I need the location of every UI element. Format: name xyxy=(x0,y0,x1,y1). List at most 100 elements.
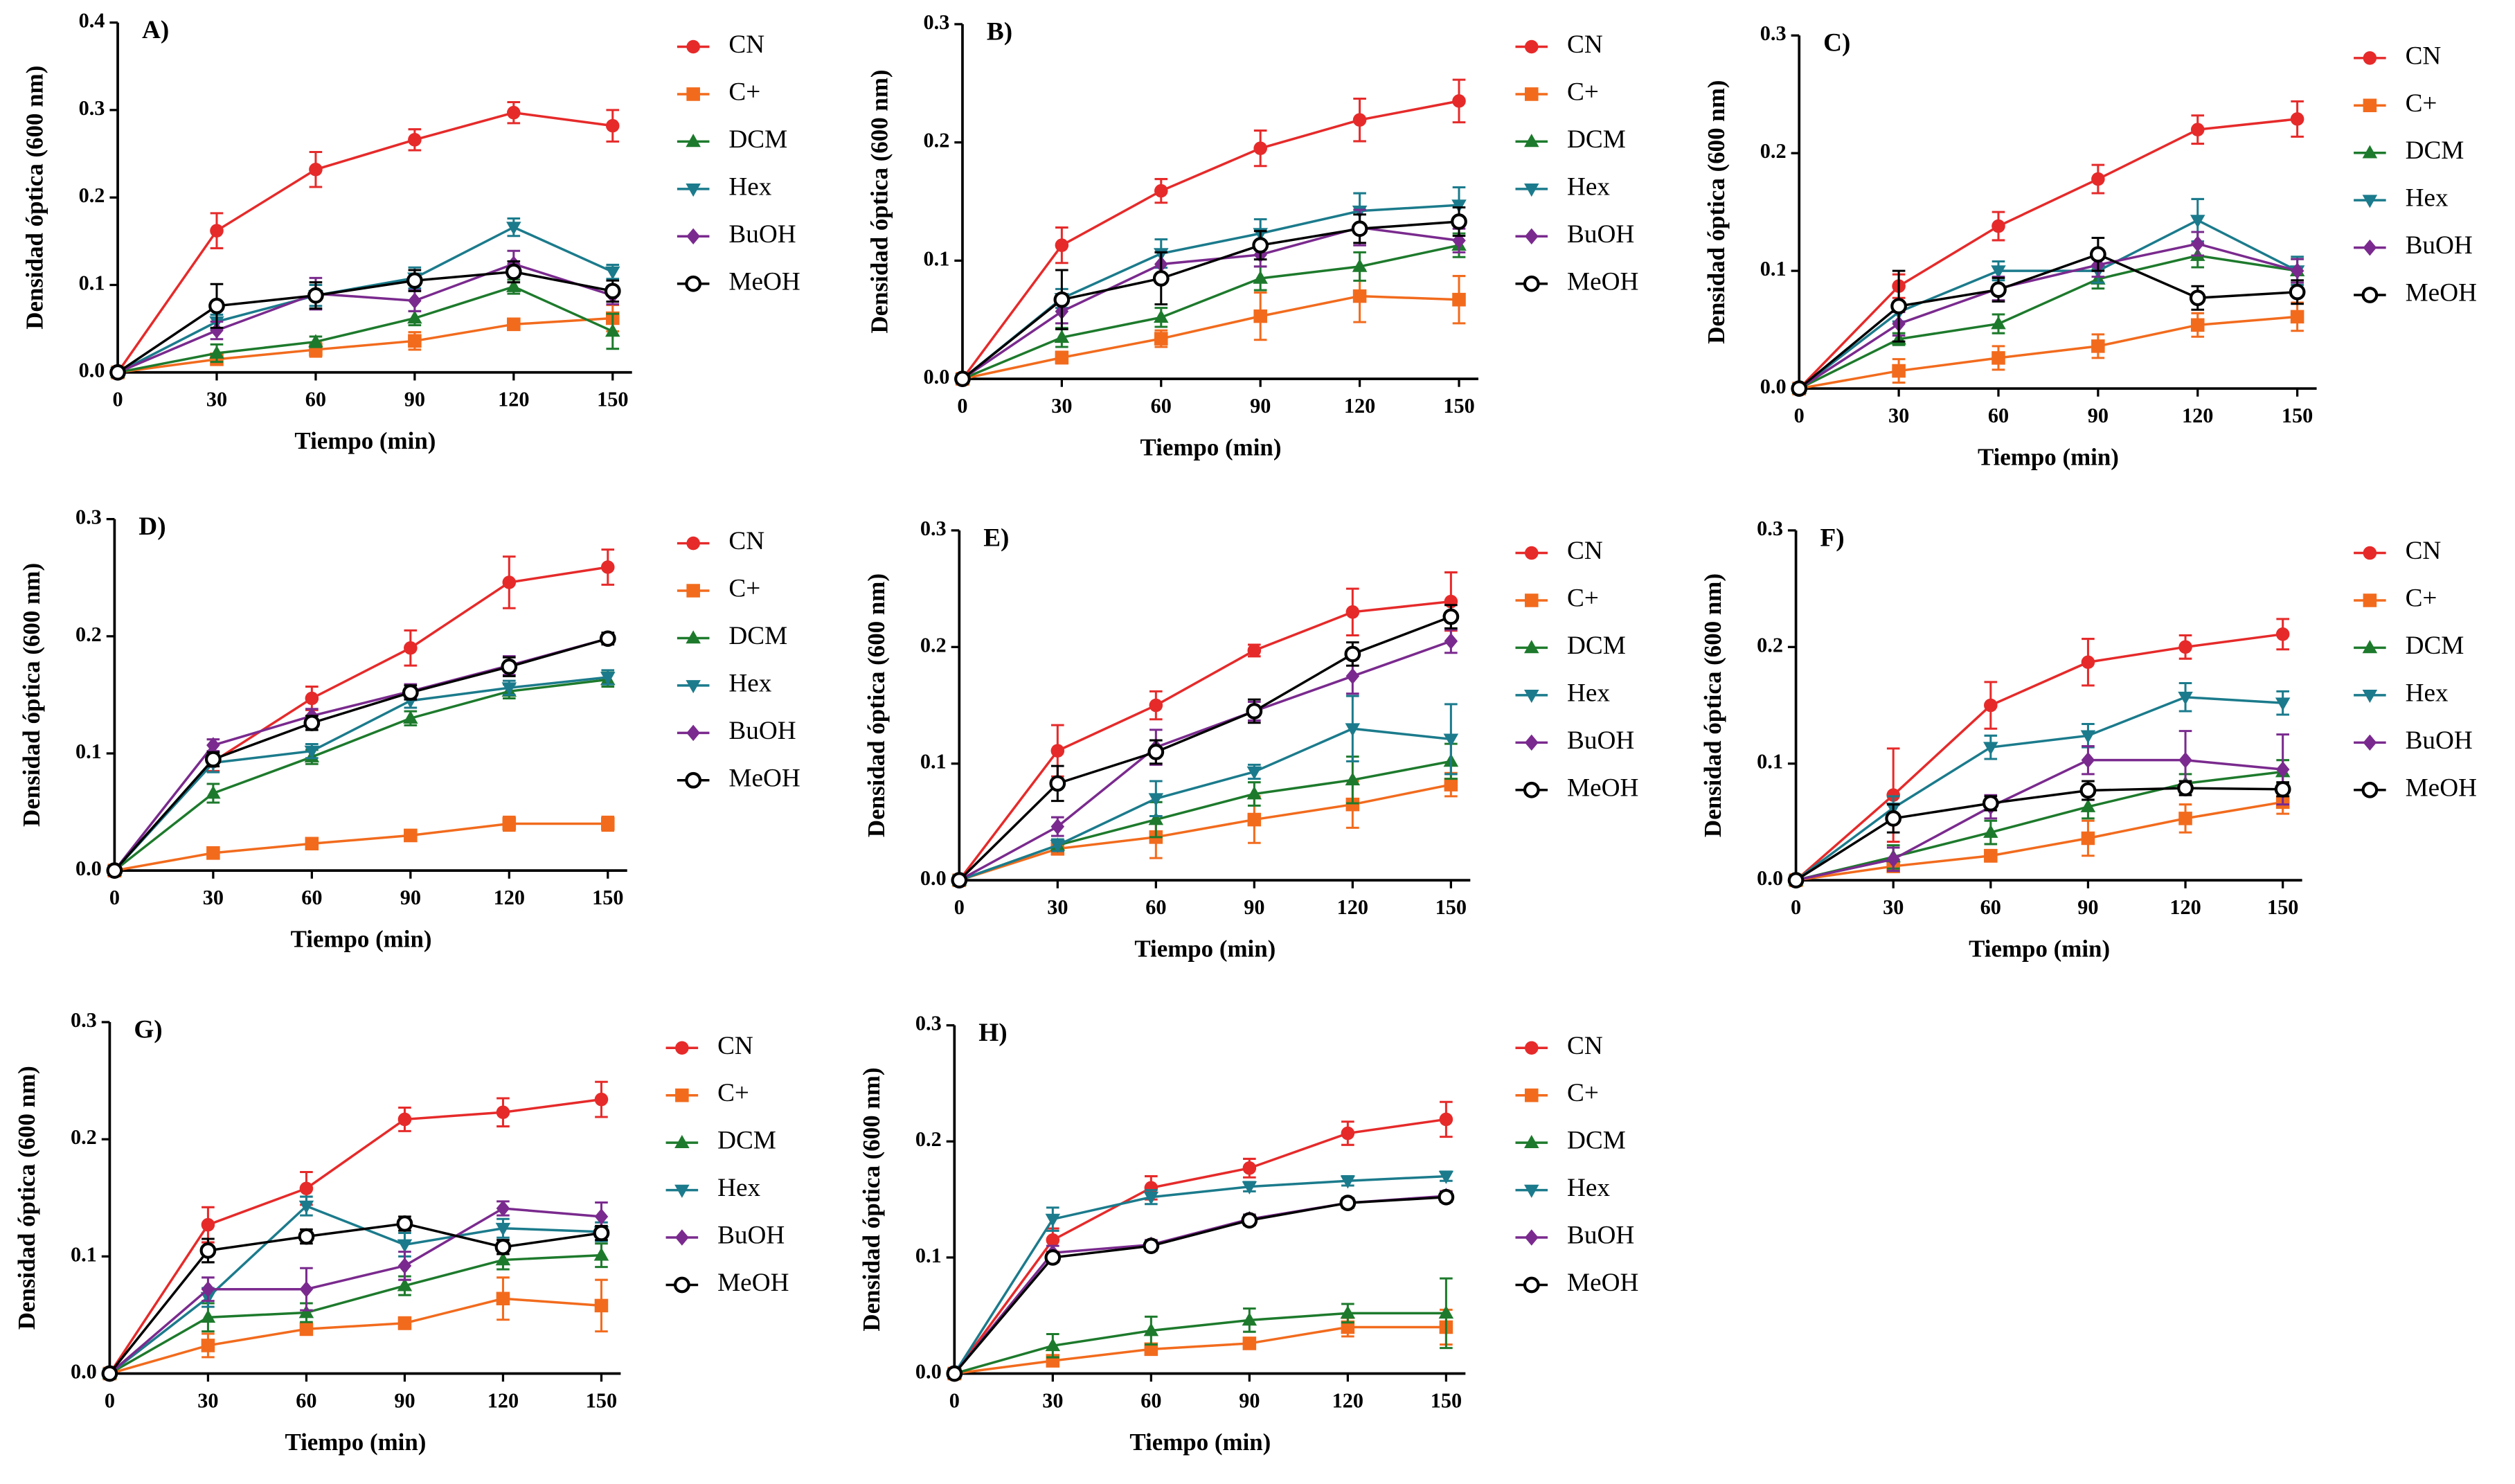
y-tick-label: 0.3 xyxy=(79,96,105,120)
marker xyxy=(2089,246,2106,263)
y-axis-label: Densidad óptica (600 nm) xyxy=(1703,80,1730,344)
marker xyxy=(1524,1041,1539,1055)
marker xyxy=(1154,184,1168,198)
marker xyxy=(1143,1237,1160,1255)
x-axis-label: Tiempo (min) xyxy=(1978,444,2119,471)
marker xyxy=(204,751,222,768)
x-tick-label: 0 xyxy=(949,1388,960,1412)
marker xyxy=(594,1298,609,1313)
x-tick-label: 30 xyxy=(206,388,227,411)
legend-label: Hex xyxy=(717,1174,760,1202)
legend-label: CN xyxy=(1567,1032,1603,1060)
marker xyxy=(2363,239,2377,256)
marker xyxy=(2290,310,2304,324)
marker xyxy=(496,1200,510,1217)
marker xyxy=(209,345,224,359)
marker xyxy=(1523,1276,1540,1294)
marker xyxy=(1886,788,1900,802)
marker xyxy=(1524,1229,1539,1246)
y-tick-label: 0.2 xyxy=(71,1125,97,1149)
series-line xyxy=(1796,801,2283,882)
x-tick-label: 120 xyxy=(487,1388,519,1412)
marker xyxy=(2361,781,2379,798)
marker xyxy=(1143,1191,1159,1205)
marker xyxy=(1885,810,1902,827)
marker xyxy=(501,682,517,696)
legend-label: MeOH xyxy=(1567,774,1638,802)
marker xyxy=(1442,608,1460,625)
legend-label: CN xyxy=(1567,537,1603,565)
marker xyxy=(593,1247,609,1261)
marker xyxy=(298,1228,315,1245)
marker xyxy=(408,133,422,147)
legend-label: C+ xyxy=(1567,584,1599,613)
marker xyxy=(2289,283,2306,301)
y-axis-label: Densidad óptica (600 nm) xyxy=(866,69,893,333)
series-line xyxy=(1798,219,2298,390)
legend-label: MeOH xyxy=(2406,774,2477,802)
y-tick-label: 0.0 xyxy=(79,359,105,382)
marker xyxy=(298,1200,314,1214)
y-tick-label: 0.1 xyxy=(924,247,950,270)
legend-label: MeOH xyxy=(728,764,800,792)
series-line xyxy=(114,637,609,872)
series-line xyxy=(1798,253,2298,390)
series-line xyxy=(958,615,1451,882)
marker xyxy=(506,222,521,235)
panel: 0.0 0.1 0.2 0.3 0 30 60 90 120 150 Tiempo (min) Den… xyxy=(863,517,1638,963)
panel-title: H) xyxy=(978,1019,1007,1047)
marker xyxy=(495,1222,511,1236)
series-line xyxy=(958,760,1451,882)
legend-label: BuOH xyxy=(728,717,796,745)
series-line xyxy=(958,727,1451,882)
marker xyxy=(1144,1181,1158,1195)
marker xyxy=(2081,751,2095,769)
series-line xyxy=(116,111,613,373)
y-tick-label: 0.1 xyxy=(75,740,102,763)
marker xyxy=(2178,812,2192,825)
marker xyxy=(2275,627,2290,641)
x-tick-label: 0 xyxy=(954,895,965,919)
marker xyxy=(1524,228,1539,245)
y-tick-label: 0.3 xyxy=(920,517,947,540)
marker xyxy=(2190,235,2205,252)
marker xyxy=(1252,237,1269,254)
panel-title: D) xyxy=(138,512,165,541)
series-line xyxy=(1795,695,2283,882)
y-axis-label: Densidad óptica (600 nm) xyxy=(13,1066,40,1330)
marker xyxy=(200,1309,216,1323)
marker xyxy=(1148,793,1164,807)
x-tick-label: 150 xyxy=(586,1388,617,1412)
marker xyxy=(1524,1088,1539,1102)
y-tick-label: 0.0 xyxy=(1757,866,1783,890)
marker xyxy=(2290,112,2304,126)
legend-label: MeOH xyxy=(1567,1269,1638,1297)
marker xyxy=(201,1339,215,1352)
x-tick-label: 30 xyxy=(1047,895,1068,919)
marker xyxy=(686,536,700,551)
marker xyxy=(954,370,971,387)
legend-label: DCM xyxy=(2406,136,2464,165)
marker xyxy=(1438,1188,1455,1206)
marker xyxy=(305,691,319,706)
legend-label: DCM xyxy=(2406,632,2464,660)
marker xyxy=(2362,195,2378,208)
marker xyxy=(605,266,620,280)
marker xyxy=(2275,761,2290,778)
marker xyxy=(675,1088,689,1102)
marker xyxy=(1055,350,1069,365)
x-tick-label: 90 xyxy=(2077,895,2098,919)
marker xyxy=(1247,643,1262,658)
y-tick-label: 0.1 xyxy=(920,750,947,774)
x-axis-label: Tiempo (min) xyxy=(291,926,432,953)
x-tick-label: 60 xyxy=(1988,404,2009,427)
marker xyxy=(208,297,225,314)
marker xyxy=(1983,824,1998,838)
marker xyxy=(1992,351,2005,365)
marker xyxy=(1144,1342,1158,1357)
marker xyxy=(1990,281,2007,298)
y-tick-label: 0.3 xyxy=(75,506,102,529)
marker xyxy=(1054,330,1070,343)
marker xyxy=(2080,730,2096,744)
series-line xyxy=(109,1253,602,1375)
